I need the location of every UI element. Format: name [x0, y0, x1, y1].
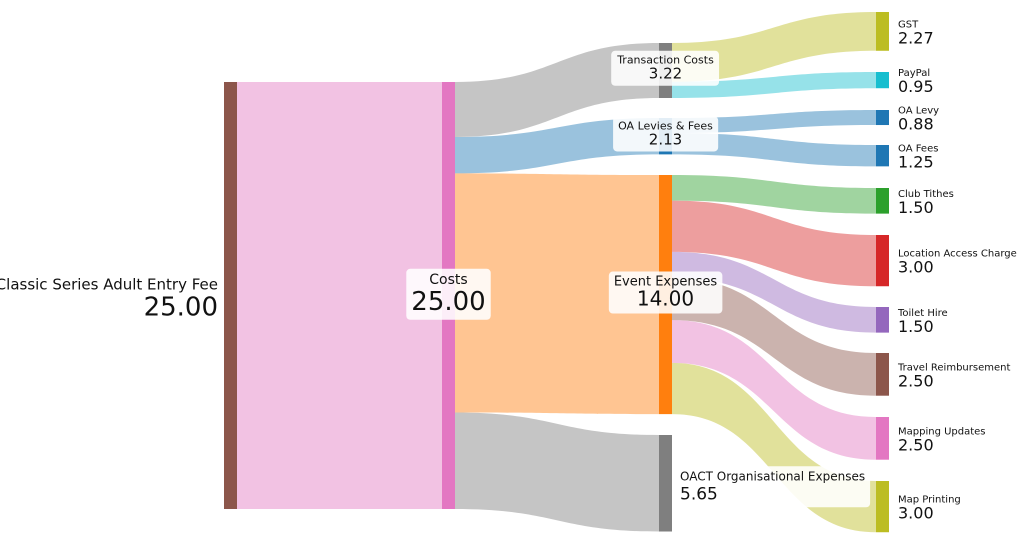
node-classic-series-adult-entry-fee-value: 25.00: [144, 293, 218, 323]
node-classic-series-adult-entry-fee: [224, 82, 237, 509]
node-location-access-charge-value: 3.00: [898, 258, 934, 277]
sankey-links: [237, 12, 876, 533]
link-event-expenses-to-club-tithes: [672, 175, 876, 214]
node-gst-label: GST: [898, 19, 919, 30]
node-oa-levies-fees-label-box: [613, 116, 719, 152]
node-mapping-updates-label: Mapping Updates: [898, 426, 986, 437]
node-transaction-costs-value: 3.22: [649, 65, 682, 83]
link-transaction-costs-to-gst: [672, 12, 876, 82]
node-toilet-hire: [876, 307, 889, 333]
node-travel-reimbursement: [876, 353, 889, 396]
link-costs-to-event-expenses: [455, 173, 659, 415]
node-oa-levy-label: OA Levy: [898, 106, 939, 117]
node-club-tithes: [876, 188, 889, 214]
link-oa-levies-fees-to-oa-fees: [672, 133, 876, 167]
node-location-access-charge: [876, 235, 889, 287]
node-map-printing-label: Map Printing: [898, 495, 961, 506]
node-travel-reimbursement-value: 2.50: [898, 371, 934, 390]
node-transaction-costs-label-box: [611, 50, 720, 86]
link-transaction-costs-to-paypal: [672, 72, 876, 98]
node-toilet-hire-value: 1.50: [898, 317, 934, 336]
link-oa-levies-fees-to-oa-levy: [672, 110, 876, 134]
node-oact-organisational-expenses-label: OACT Organisational Expenses: [680, 469, 865, 483]
link-event-expenses-to-travel-reimbursement: [672, 277, 876, 396]
node-costs-label: Costs: [429, 272, 467, 288]
node-paypal-value: 0.95: [898, 77, 934, 96]
node-costs-label-box: [406, 268, 491, 320]
node-location-access-charge-label: Location Access Charge: [898, 249, 1017, 260]
node-gst-value: 2.27: [898, 28, 934, 47]
node-oact-organisational-expenses-label-box: [675, 466, 871, 508]
link-event-expenses-to-location-access-charge: [672, 200, 876, 287]
link-event-expenses-to-mapping-updates: [672, 320, 876, 460]
node-oact-organisational-expenses: [659, 435, 672, 532]
node-event-expenses-value: 14.00: [637, 287, 694, 311]
link-classic-series-adult-entry-fee-to-costs: [237, 82, 442, 509]
sankey-nodes: [224, 12, 889, 533]
node-transaction-costs-label: Transaction Costs: [616, 54, 714, 67]
node-paypal-label: PayPal: [898, 68, 930, 79]
node-map-printing-value: 3.00: [898, 504, 934, 523]
node-event-expenses-label-box: [608, 271, 723, 314]
node-oa-levy-value: 0.88: [898, 115, 934, 134]
node-mapping-updates-value: 2.50: [898, 435, 934, 454]
node-oa-levies-fees-label: OA Levies & Fees: [618, 119, 713, 132]
node-map-printing: [876, 481, 889, 533]
node-oa-fees-label: OA Fees: [898, 144, 938, 155]
node-classic-series-adult-entry-fee-label: Classic Series Adult Entry Fee: [0, 276, 218, 294]
node-oa-levies-fees-value: 2.13: [649, 130, 682, 148]
node-costs-value: 25.00: [411, 287, 485, 317]
link-event-expenses-to-toilet-hire: [672, 251, 876, 333]
node-club-tithes-label: Club Tithes: [898, 189, 954, 200]
link-costs-to-transaction-costs: [455, 43, 659, 137]
node-event-expenses-label: Event Expenses: [614, 275, 718, 290]
node-oa-levy: [876, 110, 889, 126]
node-gst: [876, 12, 889, 51]
link-costs-to-oact-organisational-expenses: [455, 412, 659, 532]
link-costs-to-oa-levies-fees: [455, 118, 659, 174]
node-mapping-updates: [876, 417, 889, 460]
node-toilet-hire-label: Toilet Hire: [897, 308, 948, 319]
node-paypal: [876, 72, 889, 89]
node-club-tithes-value: 1.50: [898, 198, 934, 217]
node-oa-fees: [876, 145, 889, 167]
node-oa-fees-value: 1.25: [898, 153, 934, 172]
node-travel-reimbursement-label: Travel Reimbursement: [897, 362, 1010, 373]
node-oact-organisational-expenses-value: 5.65: [680, 484, 718, 504]
sankey-labels: Classic Series Adult Entry Fee25.00Costs…: [0, 19, 1017, 522]
